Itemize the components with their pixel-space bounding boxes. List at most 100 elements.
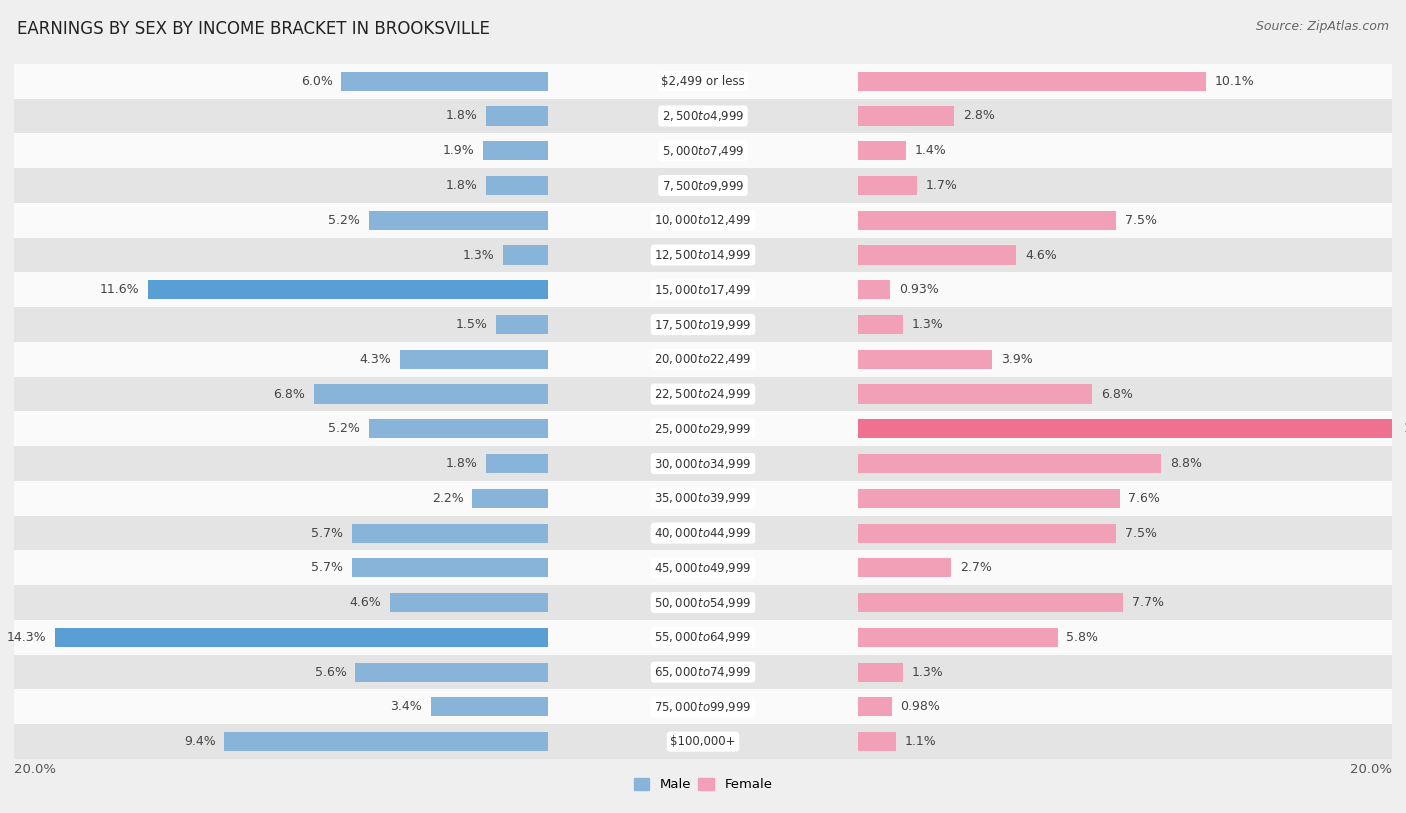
Text: 7.6%: 7.6% bbox=[1129, 492, 1160, 505]
Bar bbox=[858, 211, 1116, 230]
Text: 2.7%: 2.7% bbox=[960, 561, 991, 574]
Bar bbox=[486, 454, 548, 473]
Text: 8.8%: 8.8% bbox=[1170, 457, 1202, 470]
Text: 11.6%: 11.6% bbox=[100, 283, 139, 296]
Bar bbox=[858, 176, 917, 195]
Text: $15,000 to $17,499: $15,000 to $17,499 bbox=[654, 283, 752, 297]
Bar bbox=[14, 446, 1392, 481]
Text: $50,000 to $54,999: $50,000 to $54,999 bbox=[654, 596, 752, 610]
Text: 4.6%: 4.6% bbox=[1025, 249, 1057, 262]
Bar bbox=[14, 307, 1392, 342]
Text: 1.3%: 1.3% bbox=[911, 666, 943, 679]
Text: EARNINGS BY SEX BY INCOME BRACKET IN BROOKSVILLE: EARNINGS BY SEX BY INCOME BRACKET IN BRO… bbox=[17, 20, 489, 38]
Bar bbox=[858, 141, 907, 160]
Text: 2.8%: 2.8% bbox=[963, 110, 995, 123]
Text: 1.5%: 1.5% bbox=[456, 318, 488, 331]
Bar bbox=[858, 698, 891, 716]
Legend: Male, Female: Male, Female bbox=[628, 772, 778, 797]
Bar bbox=[858, 350, 993, 369]
Bar bbox=[858, 454, 1161, 473]
Bar bbox=[486, 107, 548, 125]
Text: $20,000 to $22,499: $20,000 to $22,499 bbox=[654, 352, 752, 367]
Text: Source: ZipAtlas.com: Source: ZipAtlas.com bbox=[1256, 20, 1389, 33]
Bar bbox=[858, 420, 1395, 438]
Text: 6.8%: 6.8% bbox=[273, 388, 305, 401]
Bar bbox=[352, 559, 548, 577]
Text: $17,500 to $19,999: $17,500 to $19,999 bbox=[654, 318, 752, 332]
Text: $45,000 to $49,999: $45,000 to $49,999 bbox=[654, 561, 752, 575]
Text: 6.0%: 6.0% bbox=[301, 75, 333, 88]
Text: 3.4%: 3.4% bbox=[391, 700, 422, 713]
Bar bbox=[858, 280, 890, 299]
Text: 1.8%: 1.8% bbox=[446, 110, 478, 123]
Bar bbox=[858, 628, 1057, 647]
Text: 3.9%: 3.9% bbox=[1001, 353, 1033, 366]
Text: 15.6%: 15.6% bbox=[1405, 422, 1406, 435]
Bar bbox=[430, 698, 548, 716]
Bar bbox=[14, 133, 1392, 168]
Bar bbox=[314, 385, 548, 403]
Bar bbox=[503, 246, 548, 264]
Text: 5.2%: 5.2% bbox=[329, 422, 360, 435]
Text: 1.1%: 1.1% bbox=[904, 735, 936, 748]
Text: 14.3%: 14.3% bbox=[7, 631, 46, 644]
Text: 5.7%: 5.7% bbox=[311, 561, 343, 574]
Text: 7.5%: 7.5% bbox=[1125, 214, 1157, 227]
Text: 5.8%: 5.8% bbox=[1066, 631, 1098, 644]
Text: 10.1%: 10.1% bbox=[1215, 75, 1254, 88]
Bar bbox=[368, 211, 548, 230]
Bar bbox=[389, 593, 548, 612]
Bar bbox=[224, 732, 548, 751]
Text: 0.93%: 0.93% bbox=[898, 283, 938, 296]
Text: $2,499 or less: $2,499 or less bbox=[661, 75, 745, 88]
Bar bbox=[14, 411, 1392, 446]
Text: 1.8%: 1.8% bbox=[446, 179, 478, 192]
Text: 0.98%: 0.98% bbox=[900, 700, 941, 713]
Bar bbox=[14, 481, 1392, 515]
Bar bbox=[368, 420, 548, 438]
Text: $7,500 to $9,999: $7,500 to $9,999 bbox=[662, 179, 744, 193]
Bar bbox=[482, 141, 548, 160]
Bar bbox=[55, 628, 548, 647]
Bar bbox=[472, 489, 548, 508]
Bar bbox=[14, 168, 1392, 203]
Text: 9.4%: 9.4% bbox=[184, 735, 215, 748]
Text: 4.6%: 4.6% bbox=[349, 596, 381, 609]
Bar bbox=[858, 524, 1116, 542]
Bar bbox=[14, 724, 1392, 759]
Text: 1.7%: 1.7% bbox=[925, 179, 957, 192]
Bar bbox=[14, 376, 1392, 411]
Bar bbox=[858, 593, 1123, 612]
Text: 4.3%: 4.3% bbox=[360, 353, 391, 366]
Text: 1.8%: 1.8% bbox=[446, 457, 478, 470]
Text: 7.7%: 7.7% bbox=[1132, 596, 1164, 609]
Bar bbox=[858, 732, 896, 751]
Text: $5,000 to $7,499: $5,000 to $7,499 bbox=[662, 144, 744, 158]
Bar bbox=[858, 663, 903, 681]
Bar bbox=[14, 585, 1392, 620]
Bar bbox=[496, 315, 548, 334]
Bar bbox=[14, 272, 1392, 307]
Text: $75,000 to $99,999: $75,000 to $99,999 bbox=[654, 700, 752, 714]
Bar bbox=[858, 315, 903, 334]
Bar bbox=[14, 203, 1392, 237]
Text: 5.7%: 5.7% bbox=[311, 527, 343, 540]
Bar bbox=[14, 64, 1392, 98]
Bar bbox=[14, 550, 1392, 585]
Text: 5.6%: 5.6% bbox=[315, 666, 346, 679]
Text: 6.8%: 6.8% bbox=[1101, 388, 1133, 401]
Bar bbox=[14, 689, 1392, 724]
Bar bbox=[14, 237, 1392, 272]
Bar bbox=[14, 342, 1392, 376]
Text: 20.0%: 20.0% bbox=[14, 763, 56, 776]
Text: $25,000 to $29,999: $25,000 to $29,999 bbox=[654, 422, 752, 436]
Text: $40,000 to $44,999: $40,000 to $44,999 bbox=[654, 526, 752, 540]
Bar bbox=[14, 654, 1392, 689]
Text: $10,000 to $12,499: $10,000 to $12,499 bbox=[654, 213, 752, 228]
Bar bbox=[858, 72, 1206, 91]
Text: 20.0%: 20.0% bbox=[1350, 763, 1392, 776]
Text: $65,000 to $74,999: $65,000 to $74,999 bbox=[654, 665, 752, 679]
Text: $22,500 to $24,999: $22,500 to $24,999 bbox=[654, 387, 752, 401]
Text: $30,000 to $34,999: $30,000 to $34,999 bbox=[654, 457, 752, 471]
Text: $12,500 to $14,999: $12,500 to $14,999 bbox=[654, 248, 752, 262]
